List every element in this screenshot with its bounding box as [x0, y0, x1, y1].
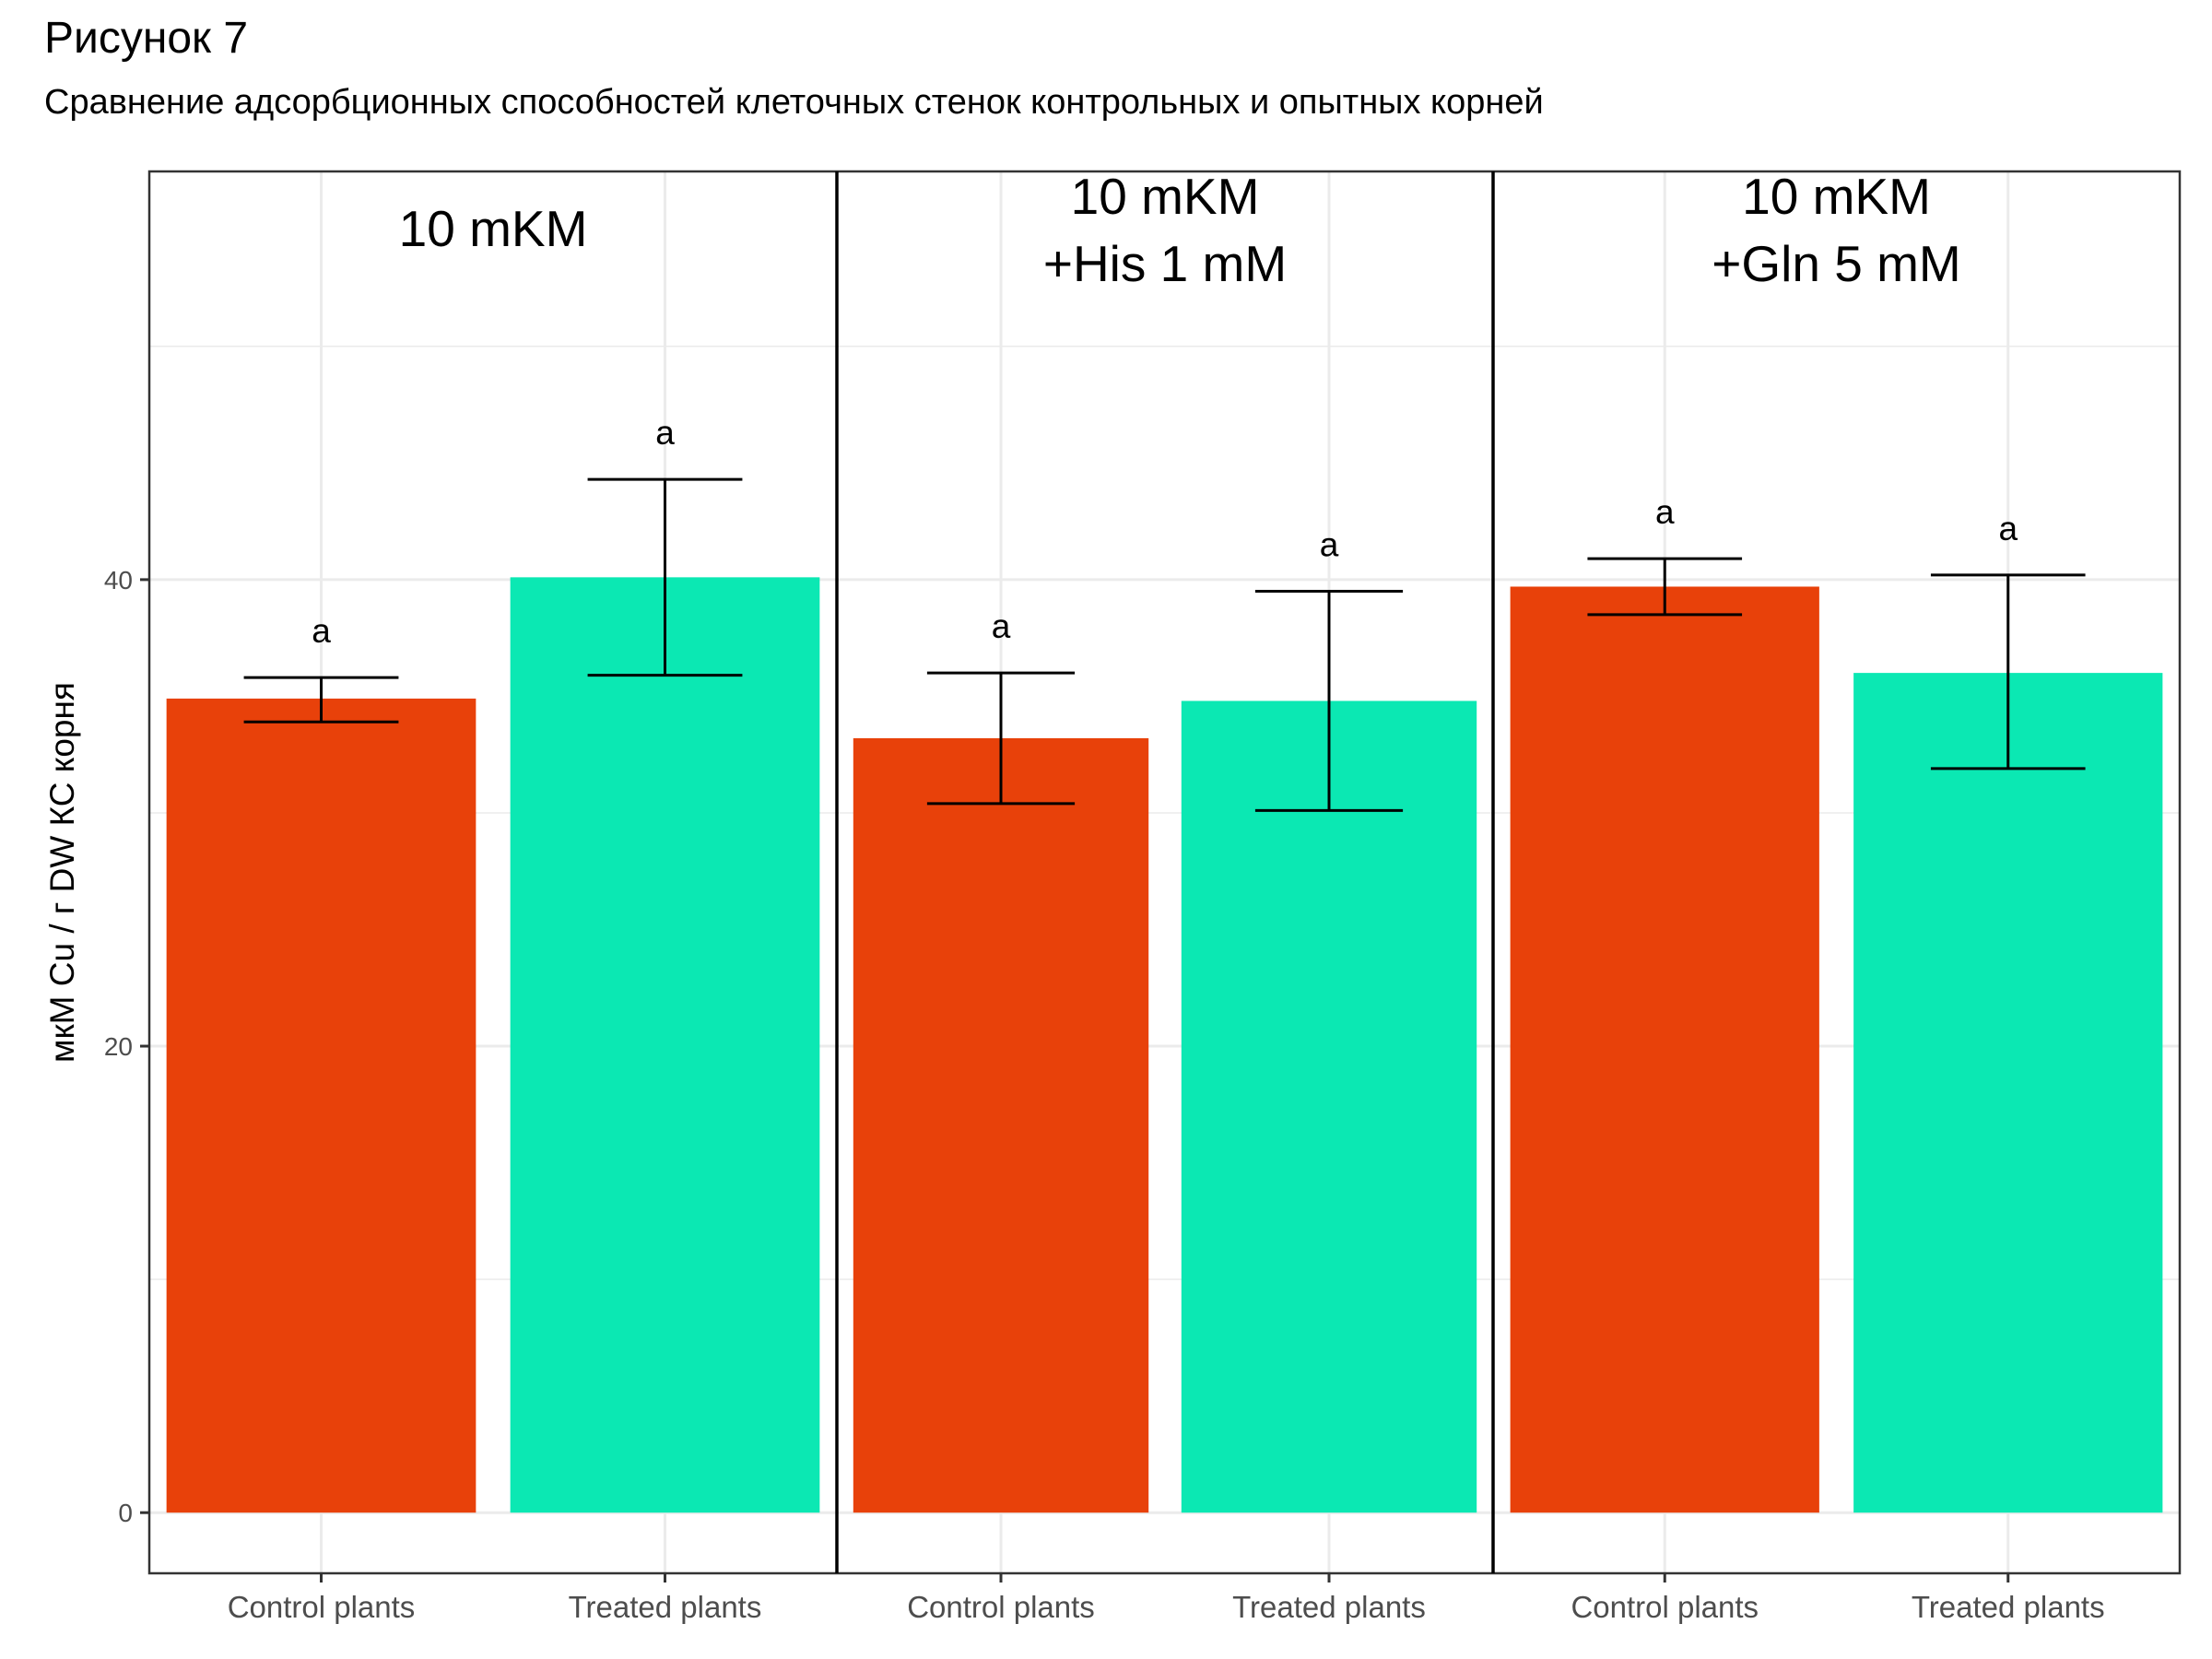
chart-title: Рисунок 7 [44, 14, 249, 63]
significance-label: a [1998, 510, 2018, 547]
bar[interactable] [1510, 586, 1819, 1513]
significance-label: a [312, 612, 331, 650]
bar[interactable] [166, 698, 477, 1513]
bar[interactable] [853, 737, 1149, 1513]
panel-label: +His 1 mM [1043, 235, 1287, 292]
bar[interactable] [510, 577, 820, 1513]
bar[interactable] [1853, 673, 2163, 1513]
significance-label: a [992, 607, 1011, 645]
panel-label: 10 mKM [399, 200, 588, 257]
x-tick-label: Control plants [228, 1590, 416, 1624]
plot-border [147, 170, 2182, 1575]
x-tick-label: Treated plants [1912, 1590, 2105, 1624]
bar[interactable] [1181, 700, 1477, 1513]
y-tick-label: 20 [104, 1032, 133, 1061]
significance-label: a [1655, 493, 1675, 531]
significance-label: a [1320, 526, 1339, 564]
panel-label: +Gln 5 mM [1712, 235, 1961, 292]
y-tick-label: 40 [104, 566, 133, 594]
panel-label: 10 mKM [1742, 168, 1931, 225]
chart-subtitle: Сравнение адсорбционных способностей кле… [44, 83, 1544, 122]
panel-label: 10 mKM [1071, 168, 1260, 225]
y-tick-label: 0 [118, 1499, 133, 1527]
x-tick-label: Control plants [1571, 1590, 1759, 1624]
x-tick-label: Control plants [907, 1590, 1095, 1624]
y-axis-label: мкМ Cu / г DW КС корня [43, 682, 81, 1063]
significance-label: a [655, 414, 675, 452]
x-tick-label: Treated plants [1232, 1590, 1426, 1624]
x-tick-label: Treated plants [569, 1590, 762, 1624]
